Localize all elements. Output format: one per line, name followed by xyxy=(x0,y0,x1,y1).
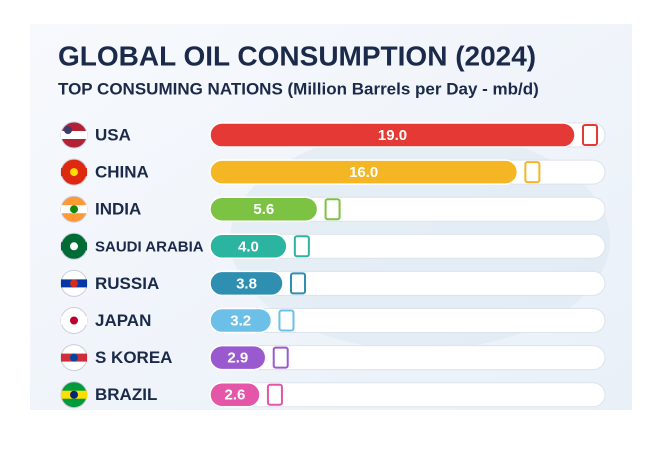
value-label: 5.6 xyxy=(253,201,274,218)
flag-emblem xyxy=(70,353,78,362)
flag-emblem xyxy=(70,168,78,177)
flag-band xyxy=(61,131,87,139)
flag-emblem xyxy=(70,390,78,399)
bar xyxy=(209,381,261,408)
flag-emblem xyxy=(70,316,78,325)
barrel-icon xyxy=(582,124,598,146)
flag-emblem xyxy=(70,279,78,288)
barrel-icon xyxy=(290,272,306,295)
value-label: 3.2 xyxy=(230,312,251,329)
value-label: 2.9 xyxy=(227,350,248,367)
category-label: SAUDI ARABIA xyxy=(95,238,204,255)
barrel-icon xyxy=(272,346,289,369)
value-label: 3.8 xyxy=(236,275,257,292)
value-label: 16.0 xyxy=(349,164,378,181)
barrel-icon xyxy=(266,383,283,406)
value-label: 4.0 xyxy=(238,238,259,255)
bar xyxy=(209,344,267,371)
value-label: 19.0 xyxy=(378,127,407,144)
bar xyxy=(209,270,284,297)
category-label: INDIA xyxy=(95,200,141,219)
bar xyxy=(209,122,576,148)
value-label: 2.6 xyxy=(225,387,246,404)
flag-emblem xyxy=(70,242,78,251)
bar xyxy=(209,196,319,222)
rows: USA 19.0 CHINA 16.0 INDIA 5.6 SAUDI ARABIA 4.0 R… xyxy=(60,121,606,409)
barrel-icon xyxy=(524,161,541,184)
barrel-icon xyxy=(293,235,310,258)
bar xyxy=(209,159,519,185)
category-label: JAPAN xyxy=(95,311,151,330)
flag-emblem xyxy=(64,126,72,134)
chart-subtitle: TOP CONSUMING NATIONS (Million Barrels p… xyxy=(58,79,539,98)
category-label: USA xyxy=(95,125,131,144)
bar xyxy=(209,307,273,334)
bar-track xyxy=(209,345,606,371)
bar xyxy=(209,233,288,260)
bar-track xyxy=(209,382,606,408)
category-label: RUSSIA xyxy=(95,274,159,293)
barrel-icon xyxy=(324,198,341,221)
flag-emblem xyxy=(70,205,78,214)
barrel-icon xyxy=(278,309,295,332)
category-label: S KOREA xyxy=(95,348,172,367)
category-label: BRAZIL xyxy=(95,385,157,404)
category-label: CHINA xyxy=(95,163,149,182)
chart-title: GLOBAL OIL CONSUMPTION (2024) xyxy=(58,40,536,71)
